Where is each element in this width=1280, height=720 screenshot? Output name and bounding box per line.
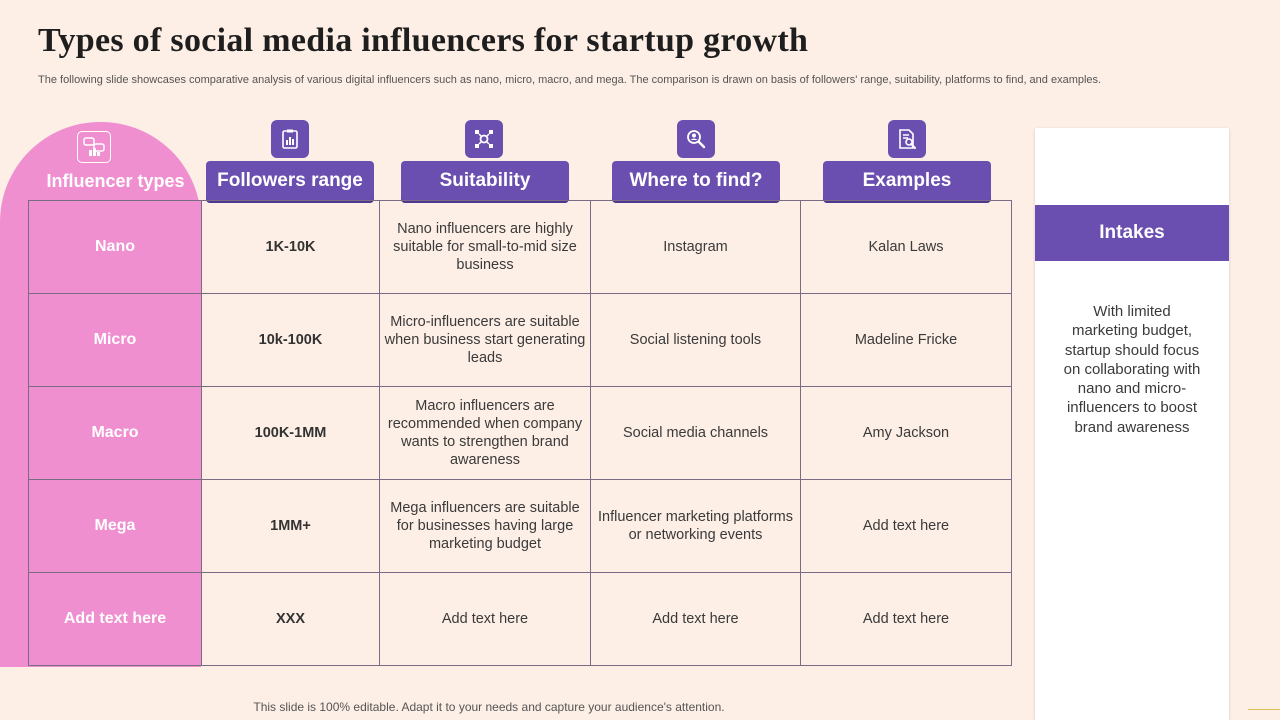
cell-type: Add text here	[28, 572, 202, 666]
cell-example: Add text here	[800, 572, 1012, 666]
cell-followers: 100K-1MM	[201, 386, 380, 480]
corner-divider	[1248, 709, 1280, 710]
cell-type: Nano	[28, 200, 202, 294]
header-influencer-types: Influencer types	[46, 170, 185, 191]
cell-suitability: Add text here	[379, 572, 591, 666]
cell-followers: 1K-10K	[201, 200, 380, 294]
cell-suitability: Nano influencers are highly suitable for…	[379, 200, 591, 294]
cell-where: Add text here	[590, 572, 801, 666]
cell-where: Influencer marketing platforms or networ…	[590, 479, 801, 573]
cell-type: Mega	[28, 479, 202, 573]
cell-where: Instagram	[590, 200, 801, 294]
table-row: Macro 100K-1MM Macro influencers are rec…	[28, 386, 1012, 480]
cell-example: Kalan Laws	[800, 200, 1012, 294]
table-row: Micro 10k-100K Micro-influencers are sui…	[28, 293, 1012, 387]
header-examples: Examples	[823, 161, 991, 201]
cell-suitability: Micro-influencers are suitable when busi…	[379, 293, 591, 387]
intakes-text: With limited marketing budget, startup s…	[1063, 303, 1201, 436]
intakes-title: Intakes	[1035, 205, 1229, 261]
cell-suitability: Mega influencers are suitable for busine…	[379, 479, 591, 573]
cell-followers: 1MM+	[201, 479, 380, 573]
header-where-to-find: Where to find?	[612, 161, 780, 201]
cell-example: Madeline Fricke	[800, 293, 1012, 387]
cell-type: Micro	[28, 293, 202, 387]
document-search-icon	[888, 120, 926, 158]
page-subtitle: The following slide showcases comparativ…	[38, 74, 1102, 86]
cell-followers: 10k-100K	[201, 293, 380, 387]
people-search-icon	[677, 120, 715, 158]
cell-example: Amy Jackson	[800, 386, 1012, 480]
network-gear-icon	[465, 120, 503, 158]
cell-where: Social listening tools	[590, 293, 801, 387]
chat-bubbles-icon	[77, 131, 111, 163]
footer-note: This slide is 100% editable. Adapt it to…	[0, 700, 1280, 714]
table-row: Add text here XXX Add text here Add text…	[28, 572, 1012, 666]
cell-followers: XXX	[201, 572, 380, 666]
table-row: Mega 1MM+ Mega influencers are suitable …	[28, 479, 1012, 573]
page-title: Types of social media influencers for st…	[38, 22, 809, 59]
cell-where: Social media channels	[590, 386, 801, 480]
comparison-table: Nano 1K-10K Nano influencers are highly …	[28, 200, 1012, 666]
cell-type: Macro	[28, 386, 202, 480]
cell-suitability: Macro influencers are recommended when c…	[379, 386, 591, 480]
table-row: Nano 1K-10K Nano influencers are highly …	[28, 200, 1012, 294]
header-suitability: Suitability	[401, 161, 569, 201]
header-followers-range: Followers range	[206, 161, 374, 201]
clipboard-chart-icon	[271, 120, 309, 158]
footer-text: This slide is 100% editable. Adapt it to…	[253, 700, 725, 714]
cell-example: Add text here	[800, 479, 1012, 573]
